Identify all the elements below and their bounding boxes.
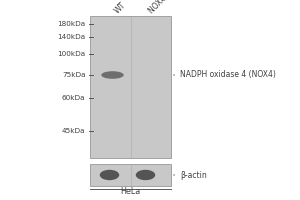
Text: 60kDa: 60kDa xyxy=(62,95,85,101)
Text: 180kDa: 180kDa xyxy=(57,21,86,27)
Text: 100kDa: 100kDa xyxy=(57,51,86,57)
Ellipse shape xyxy=(136,170,155,180)
Bar xyxy=(90,164,171,186)
Text: 75kDa: 75kDa xyxy=(62,72,85,78)
Text: 45kDa: 45kDa xyxy=(62,128,85,134)
Ellipse shape xyxy=(100,170,119,180)
Bar xyxy=(90,16,171,158)
Text: WT: WT xyxy=(112,0,128,15)
Ellipse shape xyxy=(101,71,124,79)
Text: 140kDa: 140kDa xyxy=(57,34,86,40)
Text: NADPH oxidase 4 (NOX4): NADPH oxidase 4 (NOX4) xyxy=(174,71,276,79)
Text: NOX4 KO: NOX4 KO xyxy=(147,0,178,15)
Text: β-actin: β-actin xyxy=(174,170,207,180)
Text: HeLa: HeLa xyxy=(120,188,141,196)
